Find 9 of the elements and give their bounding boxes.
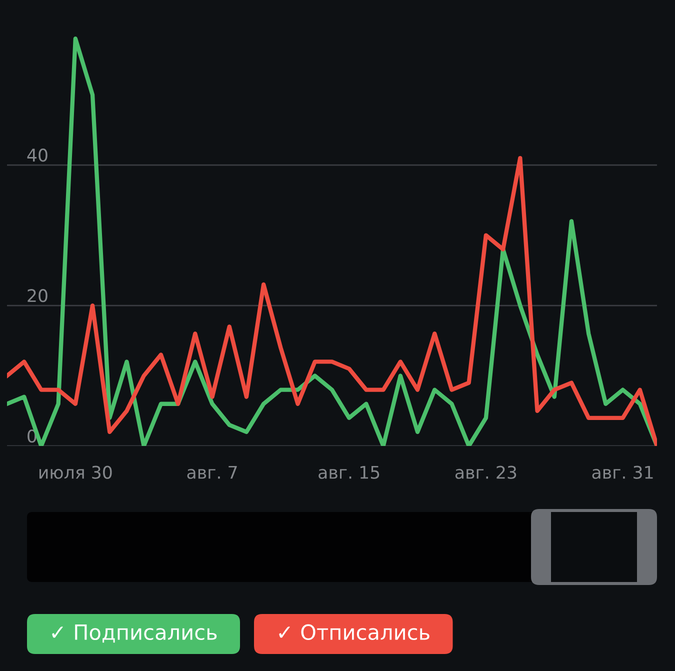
y-tick-label: 20 [28,289,48,302]
text: ✓ Подписались [52,624,217,643]
x-tick-label: авг. 31 [592,466,653,479]
x-tick-label: июля 30 [39,466,112,479]
y-tick-label: 40 [27,148,48,162]
text: ✓ Отписались [279,624,430,640]
x-tick-label: авг. 7 [187,466,237,479]
x-tick-label: авг. 15 [318,466,380,479]
x-tick-label: авг. 23 [455,466,516,479]
